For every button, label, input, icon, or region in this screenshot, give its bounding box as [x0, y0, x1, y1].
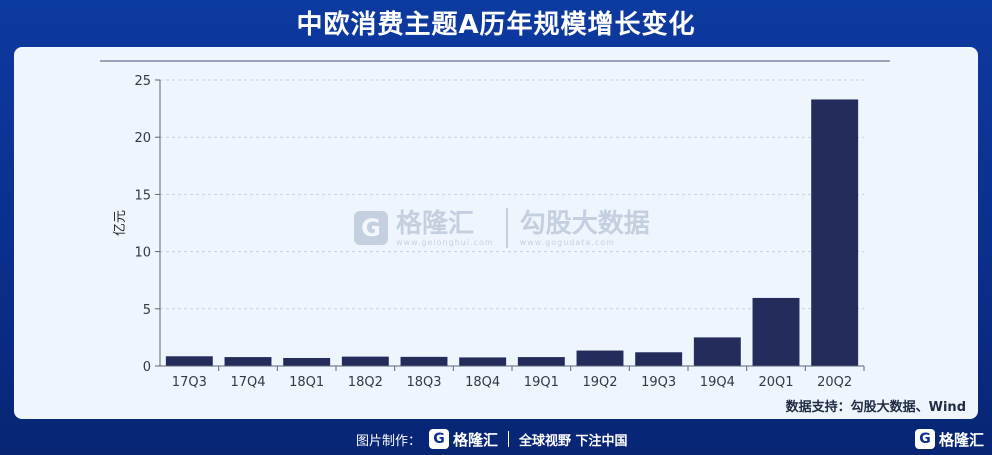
x-tick-label: 18Q1 — [289, 375, 324, 390]
footer-corner-brand: 格隆汇 — [938, 430, 984, 449]
watermark-partner-url: www.gogudata.com — [519, 237, 615, 247]
x-tick-label: 17Q3 — [172, 375, 207, 390]
bar — [165, 356, 213, 366]
footer-brand: 格隆汇 — [453, 430, 499, 449]
y-tick-label: 15 — [134, 188, 151, 203]
x-tick-label: 19Q2 — [582, 375, 617, 390]
page-title: 中欧消费主题A历年规模增长变化 — [296, 9, 696, 40]
x-tick-label: 18Q4 — [465, 375, 500, 390]
y-tick-label: 20 — [134, 131, 151, 146]
x-tick-label: 20Q1 — [758, 375, 793, 390]
top-divider — [100, 60, 890, 62]
y-tick-label: 5 — [143, 303, 151, 318]
y-axis-label: 亿元 — [113, 210, 128, 236]
footer-slogan: 全球视野 下注中国 — [519, 433, 628, 449]
gelonghui-logo-icon: G — [354, 211, 388, 245]
footer-divider — [508, 431, 510, 447]
x-tick-label: 19Q3 — [641, 375, 676, 390]
chart-card: G 格隆汇 www.gelonghui.com 勾股大数据 www.goguda… — [14, 47, 978, 419]
footer: 图片制作： G 格隆汇 全球视野 下注中国 G 格隆汇 — [0, 423, 992, 455]
bar — [693, 337, 741, 366]
bar — [635, 352, 683, 366]
bar — [517, 357, 565, 366]
bar — [576, 350, 624, 366]
bar — [752, 297, 800, 366]
data-source: 数据支持：勾股大数据、Wind — [785, 400, 966, 415]
watermark-brand-url: www.gelonghui.com — [396, 237, 494, 247]
watermark-divider — [505, 208, 508, 248]
bar — [341, 356, 389, 366]
x-tick-label: 19Q1 — [524, 375, 559, 390]
x-tick-label: 19Q4 — [700, 375, 735, 390]
y-tick-label: 0 — [143, 360, 151, 375]
bar — [459, 357, 507, 366]
bar-chart: 0 5 10 15 20 25 亿元 17Q3 17Q4 18Q1 18Q2 18Q3 18Q4 19Q1… — [113, 74, 865, 390]
y-tick-label: 25 — [134, 74, 151, 89]
x-tick-label: 18Q2 — [348, 375, 383, 390]
bar — [811, 99, 859, 366]
x-tick-label: 18Q3 — [406, 375, 441, 390]
made-by-label: 图片制作： — [356, 433, 422, 449]
y-tick-label: 10 — [134, 246, 151, 261]
bar — [283, 357, 331, 366]
footer-corner-logo: G 格隆汇 — [914, 427, 984, 451]
bar — [400, 356, 448, 366]
x-tick-label: 17Q4 — [230, 375, 265, 390]
x-tick-label: 20Q2 — [817, 375, 852, 390]
watermark-partner: 勾股大数据 — [519, 208, 650, 239]
watermark-brand: 格隆汇 — [396, 208, 475, 239]
watermark: G 格隆汇 www.gelonghui.com 勾股大数据 www.goguda… — [354, 203, 650, 253]
gelonghui-logo-icon: G — [914, 429, 935, 449]
bar — [224, 357, 272, 366]
gelonghui-logo-icon: G — [429, 429, 450, 449]
